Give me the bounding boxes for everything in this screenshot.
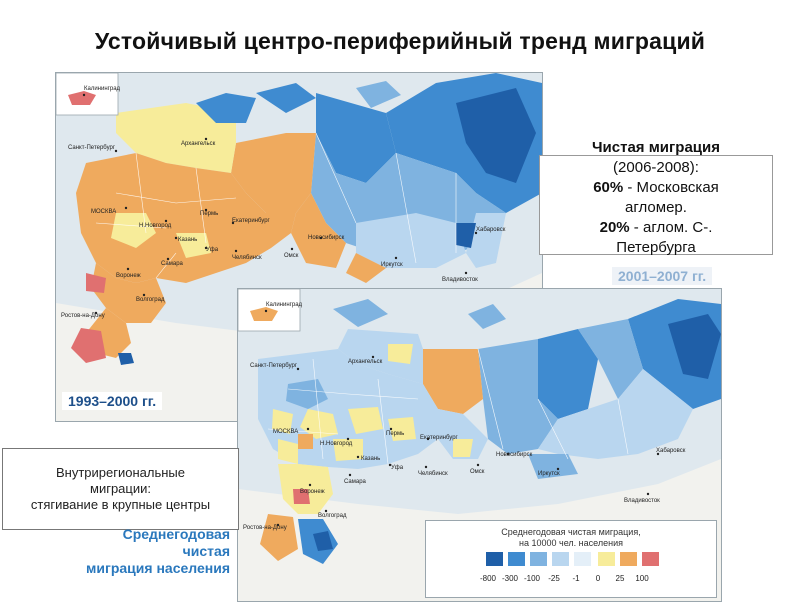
net-migration-heading: Чистая миграция: [592, 139, 720, 156]
city-label: Иркутск: [381, 262, 403, 268]
city-label: Уфа: [391, 465, 404, 471]
city-label: Воронеж: [116, 273, 141, 279]
intraregional-line-1: Внутрирегиональные: [55, 465, 185, 480]
city-label: Челябинск: [418, 471, 448, 477]
moscow-text: - Московская: [623, 179, 719, 196]
intraregional-box: Внутрирегиональные миграции: стягивание …: [2, 448, 239, 530]
map-1993-city-labels: Калининград Санкт-Петербург Архангельск …: [61, 86, 506, 319]
legend-title: Среднегодовая чистая миграция, на 10000 …: [426, 527, 716, 549]
city-label: Екатеринбург: [420, 435, 459, 441]
city-label: Воронеж: [300, 489, 325, 495]
legend-swatch: [620, 552, 637, 566]
net-migration-moscow-2: агломер.: [625, 199, 687, 216]
city-label: Самара: [161, 261, 184, 267]
city-label: Н.Новгород: [320, 441, 353, 447]
legend-swatch: [574, 552, 591, 566]
period-label-2001: 2001–2007 гг.: [612, 267, 713, 285]
city-label: Архангельск: [348, 359, 383, 365]
caption-line-2: чистая: [182, 543, 230, 559]
legend-tick: -800: [479, 574, 496, 583]
legend-swatch: [598, 552, 615, 566]
city-label: Владивосток: [442, 277, 478, 283]
legend-tick: -25: [548, 574, 560, 583]
legend-swatch: [552, 552, 569, 566]
city-label: Самара: [344, 479, 367, 485]
city-label: Хабаровск: [656, 448, 686, 454]
net-migration-spb-2: Петербурга: [616, 239, 696, 256]
city-label: Пермь: [386, 431, 404, 437]
city-label: Ростов-на-Дону: [61, 313, 105, 319]
legend-swatch: [642, 552, 659, 566]
city-label: Владивосток: [624, 498, 660, 504]
city-label: Казань: [361, 456, 380, 462]
caption-line-3: миграция населения: [86, 560, 230, 576]
net-migration-box: Чистая миграция (2006-2008): 60% - Моско…: [539, 139, 773, 256]
legend-title-1: Среднегодовая чистая миграция,: [501, 527, 641, 537]
moscow-pct: 60%: [593, 179, 624, 196]
intraregional-line-3: стягивание в крупные центры: [30, 497, 211, 512]
city-label: Ростов-на-Дону: [243, 525, 287, 531]
city-label: Волгоград: [136, 297, 165, 303]
map-legend: Среднегодовая чистая миграция, на 10000 …: [425, 520, 717, 598]
city-label: Санкт-Петербург: [250, 363, 298, 369]
legend-swatch: [486, 552, 503, 566]
city-label: МОСКВА: [91, 209, 116, 215]
net-migration-moscow: 60% - Московская: [540, 178, 772, 198]
legend-swatch: [508, 552, 525, 566]
legend-tick: 0: [595, 574, 601, 583]
legend-swatch: [530, 552, 547, 566]
legend-tick: -300: [501, 574, 518, 583]
city-label: Санкт-Петербург: [68, 145, 116, 151]
legend-tick: 100: [635, 574, 649, 583]
intraregional-line-2: миграции:: [90, 481, 151, 496]
legend-title-2: на 10000 чел. населения: [519, 538, 623, 548]
city-label: Екатеринбург: [232, 218, 271, 224]
city-label: Новосибирск: [496, 452, 533, 458]
city-label: Иркутск: [538, 471, 560, 477]
city-label: Уфа: [206, 247, 219, 253]
city-label: Калининград: [266, 302, 303, 308]
map-2001-city-labels: Калининград Санкт-Петербург Архангельск …: [243, 302, 686, 531]
legend-tick: -100: [523, 574, 540, 583]
map-caption: Среднегодовая чистая миграция населения: [55, 526, 230, 577]
legend-tick: -1: [572, 574, 580, 583]
spb-pct: 20%: [599, 219, 630, 236]
city-label: Калининград: [84, 86, 121, 92]
legend-tick: 25: [615, 574, 625, 583]
city-label: Омск: [470, 469, 485, 475]
city-label: Волгоград: [318, 513, 347, 519]
city-label: Пермь: [200, 211, 218, 217]
net-migration-spb: 20% - аглом. С-.: [540, 218, 772, 238]
city-label: Архангельск: [181, 141, 216, 147]
city-label: Хабаровск: [476, 227, 506, 233]
map-1993-2000: Калининград Санкт-Петербург Архангельск …: [55, 72, 543, 422]
city-label: Челябинск: [232, 255, 262, 261]
city-label: Н.Новгород: [139, 223, 172, 229]
city-label: Новосибирск: [308, 235, 345, 241]
city-label: Омск: [284, 253, 299, 259]
caption-line-1: Среднегодовая: [122, 526, 230, 542]
page-title: Устойчивый центро-периферийный тренд миг…: [94, 28, 706, 54]
spb-text: - аглом. С-.: [629, 219, 713, 236]
net-migration-years: (2006-2008):: [613, 159, 699, 176]
city-label: Казань: [178, 237, 197, 243]
period-label-1993: 1993–2000 гг.: [62, 392, 163, 410]
city-label: МОСКВА: [273, 429, 298, 435]
